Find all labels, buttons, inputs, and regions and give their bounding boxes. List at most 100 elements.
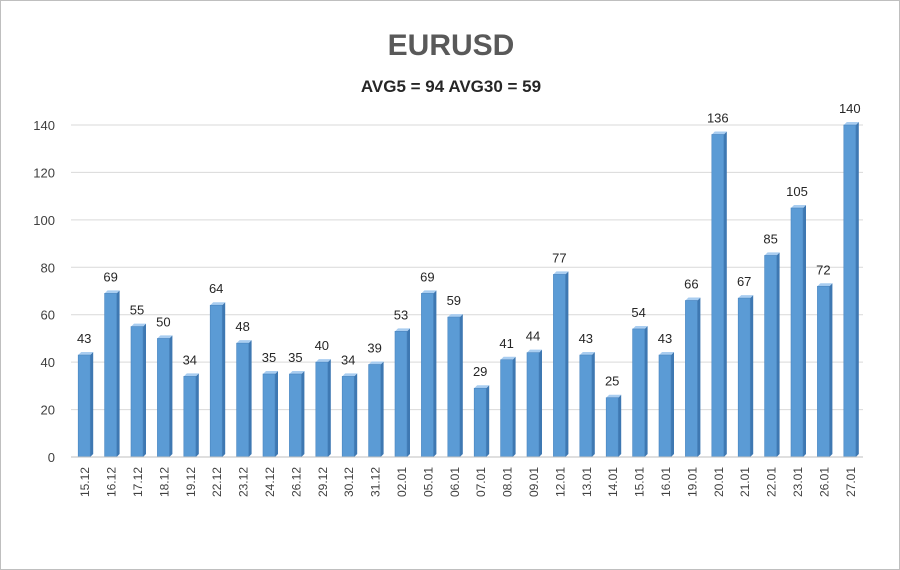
bar-side (90, 352, 94, 457)
data-label: 54 (631, 305, 645, 320)
x-tick-label: 29.12 (316, 467, 330, 497)
bar-side (829, 283, 833, 457)
bar-top (289, 371, 305, 374)
x-tick-label: 23.12 (237, 467, 251, 497)
bar (130, 326, 144, 458)
x-tick-label: 31.12 (369, 467, 383, 497)
bar (236, 342, 249, 458)
x-tick-label: 14.01 (606, 467, 620, 497)
bar (262, 373, 276, 458)
bar-side (327, 359, 331, 457)
chart-title: EURUSD (387, 29, 515, 62)
bar-top (632, 325, 648, 329)
bar-side (539, 349, 542, 457)
bar-top (474, 385, 490, 389)
data-label: 39 (367, 341, 381, 356)
data-label: 43 (77, 331, 91, 346)
x-tick-label: 19.12 (184, 467, 198, 497)
bar-side (855, 122, 859, 457)
data-label: 85 (763, 231, 777, 246)
data-label: 77 (552, 250, 566, 265)
data-label: 72 (816, 262, 830, 277)
bar (289, 373, 302, 458)
x-tick-label: 16.12 (105, 467, 119, 497)
bar (421, 293, 434, 458)
y-tick-label: 60 (41, 308, 55, 323)
y-tick-label: 20 (41, 403, 55, 418)
bar (685, 300, 698, 458)
bar-side (591, 352, 595, 457)
bar-side (143, 323, 146, 457)
bar-top (579, 352, 595, 356)
x-tick-label: 15.01 (633, 467, 647, 497)
y-tick-label: 80 (41, 260, 55, 275)
data-label: 25 (605, 374, 619, 389)
bar-top (843, 122, 859, 125)
x-tick-label: 02.01 (395, 467, 409, 497)
bar (447, 316, 461, 458)
x-tick-label: 24.12 (263, 467, 277, 497)
bar-side (803, 205, 806, 457)
data-label: 69 (420, 269, 434, 284)
x-tick-label: 09.01 (527, 467, 541, 497)
bar-side (512, 356, 516, 457)
x-tick-label: 12.01 (553, 467, 567, 497)
bar-top (157, 335, 173, 339)
data-label: 64 (209, 281, 223, 296)
x-tick-label: 23.01 (791, 467, 805, 497)
bar-side (433, 290, 437, 457)
bar (341, 376, 355, 458)
bar-top (791, 205, 806, 208)
bar (368, 364, 381, 458)
data-label: 29 (473, 364, 487, 379)
bar (183, 376, 197, 458)
bar (526, 352, 540, 458)
bar-top (738, 295, 754, 299)
data-label: 136 (707, 110, 729, 125)
bar-top (315, 359, 331, 363)
bar (157, 338, 170, 458)
bar-side (222, 302, 226, 457)
x-tick-label: 16.01 (659, 467, 673, 497)
bar-side (459, 314, 463, 457)
bar (711, 134, 725, 458)
y-tick-label: 120 (33, 165, 55, 180)
bar (843, 124, 857, 458)
bar (579, 354, 593, 458)
bar-side (248, 340, 252, 457)
data-label: 140 (839, 101, 861, 116)
data-label: 55 (130, 303, 144, 318)
y-tick-label: 100 (33, 213, 55, 228)
x-tick-label: 30.12 (342, 467, 356, 497)
data-label: 48 (235, 319, 249, 334)
data-label: 53 (394, 307, 408, 322)
bar-top (527, 349, 542, 353)
bar-side (195, 373, 199, 457)
data-label: 69 (103, 269, 117, 284)
bar (394, 331, 408, 458)
bar-side (644, 325, 648, 457)
bar (764, 255, 777, 458)
bar (209, 304, 223, 458)
bar-top (606, 394, 622, 398)
data-label: 44 (526, 329, 540, 344)
bar-top (553, 271, 569, 275)
data-label: 43 (579, 331, 593, 346)
x-tick-label: 22.01 (765, 467, 779, 497)
y-tick-label: 0 (48, 450, 55, 465)
bar (790, 207, 804, 458)
x-tick-label: 26.12 (289, 467, 303, 497)
bar (473, 387, 487, 458)
bar (104, 293, 117, 458)
bar-top (78, 352, 94, 356)
x-tick-label: 22.12 (210, 467, 224, 497)
bar-side (169, 335, 173, 457)
bar-top (685, 297, 701, 301)
data-label: 35 (262, 350, 276, 365)
x-tick-label: 26.01 (817, 467, 831, 497)
data-label: 40 (315, 338, 329, 353)
y-tick-label: 140 (33, 118, 55, 133)
chart-subtitle: AVG5 = 94 AVG30 = 59 (360, 77, 542, 96)
bar-top (817, 283, 833, 287)
